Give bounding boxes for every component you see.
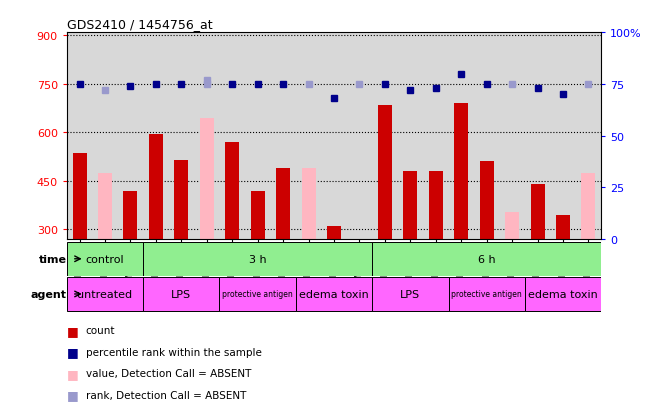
Bar xyxy=(556,215,570,240)
Bar xyxy=(67,242,143,276)
Text: ■: ■ xyxy=(67,324,79,337)
Text: control: control xyxy=(86,254,124,264)
Bar xyxy=(220,278,296,311)
Bar xyxy=(124,191,138,240)
Bar xyxy=(225,143,239,240)
Bar xyxy=(73,154,87,240)
Text: ■: ■ xyxy=(67,367,79,380)
Text: time: time xyxy=(39,254,67,264)
Text: edema toxin: edema toxin xyxy=(299,289,369,299)
Bar xyxy=(403,172,418,240)
Text: percentile rank within the sample: percentile rank within the sample xyxy=(86,347,261,357)
Text: value, Detection Call = ABSENT: value, Detection Call = ABSENT xyxy=(86,368,251,378)
Bar xyxy=(276,169,290,240)
Text: edema toxin: edema toxin xyxy=(528,289,598,299)
Bar xyxy=(429,172,443,240)
Text: ■: ■ xyxy=(67,345,79,358)
Bar xyxy=(480,162,494,240)
Text: untreated: untreated xyxy=(77,289,132,299)
Text: agent: agent xyxy=(31,289,67,299)
Bar xyxy=(296,278,372,311)
Bar xyxy=(143,278,220,311)
Text: 6 h: 6 h xyxy=(478,254,496,264)
Bar xyxy=(98,173,112,240)
Text: LPS: LPS xyxy=(400,289,420,299)
Text: protective antigen: protective antigen xyxy=(222,290,293,299)
Bar xyxy=(174,161,188,240)
Bar xyxy=(149,135,163,240)
Text: GDS2410 / 1454756_at: GDS2410 / 1454756_at xyxy=(67,17,212,31)
Text: 3 h: 3 h xyxy=(249,254,267,264)
Bar xyxy=(67,278,143,311)
Bar xyxy=(454,104,468,240)
Text: count: count xyxy=(86,325,115,335)
Bar xyxy=(250,191,265,240)
Bar xyxy=(581,173,595,240)
Bar xyxy=(448,278,525,311)
Bar xyxy=(505,212,519,240)
Text: rank, Detection Call = ABSENT: rank, Detection Call = ABSENT xyxy=(86,390,246,400)
Bar xyxy=(301,169,315,240)
Text: protective antigen: protective antigen xyxy=(452,290,522,299)
Bar xyxy=(200,119,214,240)
Bar xyxy=(143,242,372,276)
Bar xyxy=(530,185,544,240)
Bar xyxy=(372,242,601,276)
Text: LPS: LPS xyxy=(171,289,191,299)
Bar xyxy=(327,227,341,240)
Text: ■: ■ xyxy=(67,388,79,401)
Bar xyxy=(525,278,601,311)
Bar xyxy=(372,278,448,311)
Bar xyxy=(378,106,392,240)
